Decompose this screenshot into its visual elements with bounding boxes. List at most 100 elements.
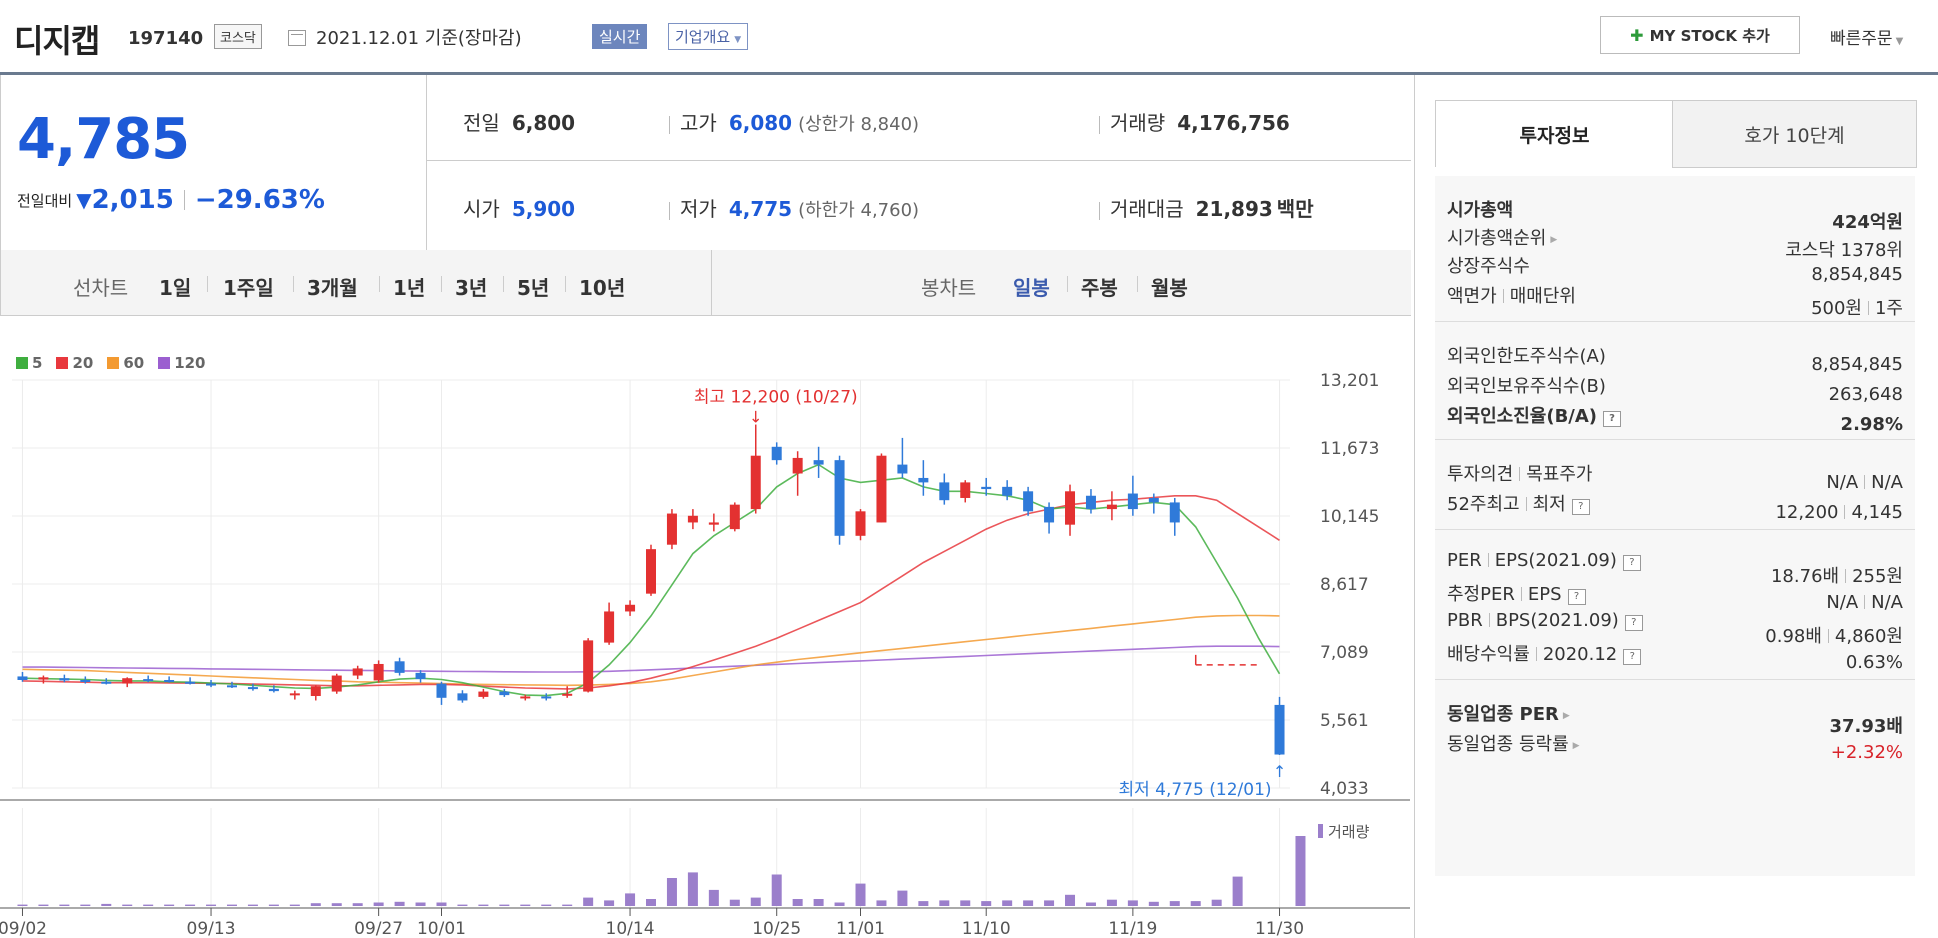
help-icon[interactable]: ? (1624, 615, 1643, 631)
section-divider (1435, 439, 1915, 440)
info-key[interactable]: 외국인소진율(B/A)? (1447, 402, 1622, 428)
period-option[interactable]: 3년 (455, 276, 488, 300)
legend-swatch (56, 357, 69, 369)
volume-bar (415, 902, 426, 906)
legend-item: 120 (158, 354, 206, 372)
candle-body (834, 460, 845, 536)
volume-bar (499, 904, 510, 906)
info-key[interactable]: 추정PER EPS? (1447, 580, 1586, 606)
volume-bar (960, 900, 971, 906)
volume-bar (541, 904, 552, 906)
volume-bar (1190, 901, 1201, 906)
info-key[interactable]: 동일업종 PER ▶ (1447, 700, 1570, 726)
info-key-label: EPS(2021.09) (1494, 550, 1617, 571)
info-key[interactable]: PBR BPS(2021.09)? (1447, 610, 1643, 631)
info-value-text: 2.98% (1840, 414, 1903, 435)
info-key[interactable]: PER EPS(2021.09)? (1447, 550, 1641, 571)
help-icon[interactable]: ? (1623, 649, 1642, 665)
tab-hoga-10[interactable]: 호가 10단계 (1672, 100, 1917, 168)
y-tick-label: 4,033 (1320, 779, 1369, 799)
info-value-text: N/A (1871, 472, 1903, 493)
candle-body (646, 549, 656, 594)
info-value: N/A N/A (1826, 472, 1903, 493)
info-key[interactable]: 동일업종 등락률 ▶ (1447, 730, 1580, 756)
divider (1867, 301, 1869, 315)
candle-option-monthly[interactable]: 월봉 (1151, 276, 1188, 300)
triangle-right-icon: ▶ (1562, 711, 1570, 721)
volume-bar (834, 902, 845, 906)
candle-option-daily[interactable]: 일봉 (1013, 276, 1050, 300)
my-stock-add-button[interactable]: ✚ MY STOCK 추가 (1600, 16, 1800, 54)
candle-option-weekly[interactable]: 주봉 (1081, 276, 1118, 300)
help-icon[interactable]: ? (1622, 555, 1641, 571)
info-value: +2.32% (1831, 742, 1903, 763)
candle-body (436, 683, 447, 698)
main-panel: 4,785 전일대비 ▼ 2,015 −29.63% 전일 6,800 고가 6,0… (0, 75, 1411, 938)
stock-name: 디지캡 (14, 22, 100, 60)
amount-value: 21,893 (1195, 197, 1273, 221)
prev-close: 전일 6,800 (463, 107, 575, 136)
help-icon[interactable]: ? (1571, 499, 1590, 515)
volume-bar (1002, 900, 1013, 906)
chevron-down-icon: ▼ (1895, 36, 1904, 47)
info-value: 18.76배 255원 (1771, 562, 1903, 588)
candle-chart-label: 봉차트 (921, 276, 977, 300)
info-value: 500원 1주 (1811, 294, 1903, 320)
period-option[interactable]: 1일 (159, 276, 192, 300)
help-icon[interactable]: ? (1603, 411, 1622, 427)
help-icon[interactable]: ? (1567, 589, 1586, 605)
y-tick-label: 8,617 (1320, 575, 1369, 595)
legend-item: 60 (107, 354, 144, 372)
divider (503, 276, 504, 292)
price-change: 전일대비 ▼ 2,015 −29.63% (17, 185, 325, 215)
high-label: 고가 (680, 111, 717, 135)
price-chart[interactable]: 13,201 11,673 10,145 8,617 7,089 5,561 4,033 최고… (0, 368, 1410, 938)
y-tick-label: 7,089 (1320, 643, 1369, 663)
volume-bar (562, 904, 573, 906)
divider (207, 276, 208, 292)
candle-body (729, 504, 740, 530)
volume-bar (583, 897, 594, 906)
candle-body (625, 604, 636, 612)
realtime-button[interactable]: 실시간 (592, 24, 648, 49)
candle-body (876, 455, 887, 523)
candle-body (562, 693, 573, 696)
candle-body (457, 693, 468, 701)
company-overview-dropdown[interactable]: 기업개요 ▼ (668, 23, 749, 50)
candle-body (226, 685, 237, 688)
trade-amount: 거래대금 21,893 백만 (1099, 193, 1314, 222)
volume-label: 거래량 (1110, 111, 1166, 135)
info-key[interactable]: 시가총액순위 ▶ (1447, 224, 1557, 250)
volume-bar (604, 900, 615, 906)
quick-order-button[interactable]: 빠른주문 ▼ (1830, 24, 1903, 49)
info-key[interactable]: 52주최고 최저? (1447, 490, 1590, 516)
volume-bar (1127, 900, 1138, 906)
volume-legend-label: 거래량 (1328, 823, 1370, 841)
tab-invest-info[interactable]: 투자정보 (1435, 100, 1674, 167)
info-value-text: 0.98배 (1765, 626, 1822, 647)
period-option[interactable]: 3개월 (307, 276, 358, 300)
info-value-text: 18.76배 (1770, 566, 1840, 587)
info-value: 263,648 (1829, 384, 1903, 405)
info-value: 12,200 4,145 (1775, 502, 1903, 523)
info-value-text: N/A (1826, 472, 1859, 493)
prev-close-label: 전일 (463, 111, 500, 135)
info-value-text: N/A (1826, 592, 1859, 613)
volume-bar (897, 890, 908, 906)
period-option[interactable]: 1년 (393, 276, 426, 300)
info-key-label: 동일업종 등락률 (1447, 734, 1569, 755)
candle-body (897, 464, 908, 474)
divider (379, 276, 380, 292)
info-key-label: 외국인소진율(B/A) (1447, 406, 1598, 427)
info-value: 코스닥 1378위 (1785, 236, 1903, 262)
info-key: 액면가 매매단위 (1447, 282, 1576, 308)
info-key-label: 시가총액 (1447, 200, 1514, 221)
period-option[interactable]: 10년 (579, 276, 626, 300)
info-key[interactable]: 배당수익률 2020.12? (1447, 640, 1642, 666)
volume-bar (750, 897, 761, 906)
volume-bar (185, 904, 196, 906)
period-option[interactable]: 1주일 (223, 276, 274, 300)
x-tick-label: 10/14 (606, 919, 655, 938)
candle-body (813, 460, 824, 465)
period-option[interactable]: 5년 (517, 276, 550, 300)
